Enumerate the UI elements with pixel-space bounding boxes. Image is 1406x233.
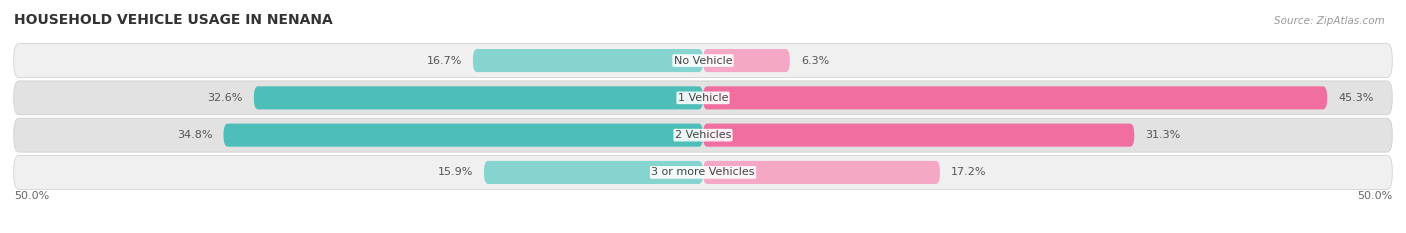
FancyBboxPatch shape xyxy=(703,86,1327,110)
Text: No Vehicle: No Vehicle xyxy=(673,56,733,65)
FancyBboxPatch shape xyxy=(703,161,941,184)
Text: 45.3%: 45.3% xyxy=(1339,93,1374,103)
Text: 2 Vehicles: 2 Vehicles xyxy=(675,130,731,140)
Text: 50.0%: 50.0% xyxy=(14,191,49,201)
Text: 32.6%: 32.6% xyxy=(208,93,243,103)
FancyBboxPatch shape xyxy=(472,49,703,72)
Text: 34.8%: 34.8% xyxy=(177,130,212,140)
FancyBboxPatch shape xyxy=(224,123,703,147)
FancyBboxPatch shape xyxy=(703,49,790,72)
FancyBboxPatch shape xyxy=(703,123,1135,147)
FancyBboxPatch shape xyxy=(14,81,1392,115)
Text: HOUSEHOLD VEHICLE USAGE IN NENANA: HOUSEHOLD VEHICLE USAGE IN NENANA xyxy=(14,13,333,27)
Text: 31.3%: 31.3% xyxy=(1146,130,1181,140)
Text: 6.3%: 6.3% xyxy=(801,56,830,65)
Text: Source: ZipAtlas.com: Source: ZipAtlas.com xyxy=(1274,16,1385,26)
Text: 17.2%: 17.2% xyxy=(950,168,987,177)
FancyBboxPatch shape xyxy=(254,86,703,110)
Text: 50.0%: 50.0% xyxy=(1357,191,1392,201)
FancyBboxPatch shape xyxy=(484,161,703,184)
FancyBboxPatch shape xyxy=(14,118,1392,152)
Text: 1 Vehicle: 1 Vehicle xyxy=(678,93,728,103)
FancyBboxPatch shape xyxy=(14,44,1392,78)
FancyBboxPatch shape xyxy=(14,155,1392,189)
Text: 15.9%: 15.9% xyxy=(437,168,472,177)
Text: 3 or more Vehicles: 3 or more Vehicles xyxy=(651,168,755,177)
Text: 16.7%: 16.7% xyxy=(426,56,461,65)
